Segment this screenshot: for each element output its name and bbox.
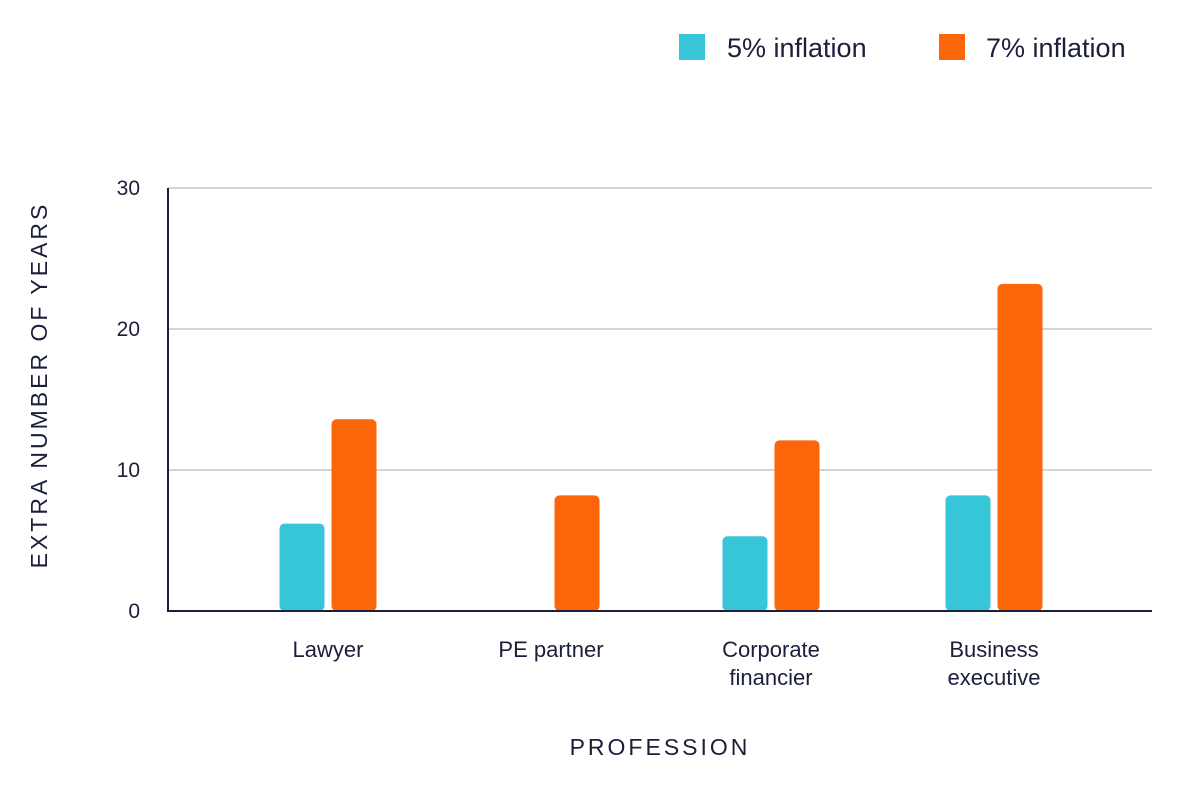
- y-tick-label: 0: [128, 600, 140, 623]
- x-axis-title: PROFESSION: [570, 734, 751, 760]
- bar-series1-3: [945, 495, 991, 611]
- x-category-label: executive: [948, 665, 1041, 690]
- x-category-label: PE partner: [498, 637, 603, 662]
- legend: 5% inflation 7% inflation: [679, 33, 1126, 63]
- y-tick-label: 30: [117, 177, 140, 200]
- legend-label: 7% inflation: [986, 33, 1126, 63]
- y-tick-label: 10: [117, 459, 140, 482]
- legend-swatch: [679, 34, 705, 60]
- bars: [279, 283, 1043, 611]
- x-category-label: financier: [729, 665, 812, 690]
- y-axis-title: EXTRA NUMBER OF YEARS: [26, 202, 52, 569]
- bar-series2-1: [554, 495, 600, 611]
- x-category-labels: Lawyer PE partner Corporate financier Busine…: [293, 637, 1041, 690]
- legend-swatch: [939, 34, 965, 60]
- x-category-label: Lawyer: [293, 637, 364, 662]
- bar-series1-2: [722, 536, 768, 611]
- bar-series2-0: [331, 419, 377, 611]
- y-tick-labels: 0 10 20 30: [117, 177, 140, 623]
- bar-series2-2: [774, 440, 820, 611]
- bar-series1-0: [279, 523, 325, 611]
- legend-label: 5% inflation: [727, 33, 867, 63]
- x-category-label: Corporate: [722, 637, 820, 662]
- axes: [167, 188, 1152, 612]
- y-tick-label: 20: [117, 318, 140, 341]
- bar-series2-3: [997, 283, 1043, 611]
- x-category-label: Business: [949, 637, 1038, 662]
